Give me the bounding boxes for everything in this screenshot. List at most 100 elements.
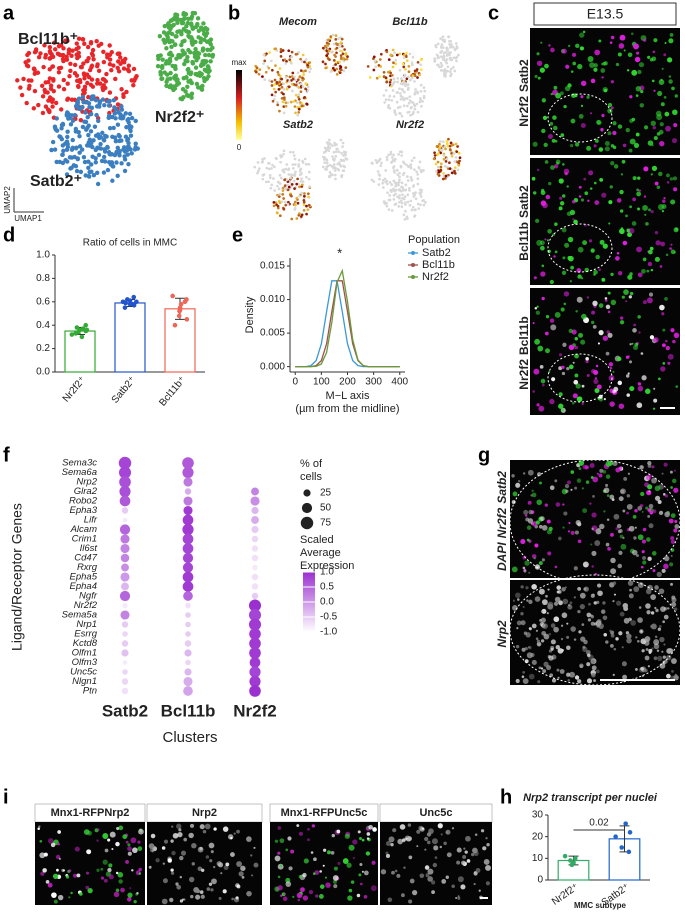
cell — [587, 200, 589, 202]
umap-dot — [190, 25, 194, 29]
cell — [635, 636, 637, 638]
cell — [191, 843, 196, 848]
cell — [660, 265, 663, 268]
umap-dot — [284, 168, 287, 171]
umap-dot — [196, 72, 200, 76]
cell — [533, 191, 536, 194]
umap-dot — [46, 98, 50, 102]
cell — [673, 529, 677, 533]
umap-dot — [456, 145, 459, 148]
umap-dot — [393, 198, 396, 201]
umap-dot — [322, 166, 325, 169]
umap-dot — [413, 156, 416, 159]
cell — [206, 855, 210, 859]
umap-dot — [400, 154, 403, 157]
umap-dot — [332, 67, 335, 70]
cell — [96, 839, 98, 841]
umap-dot — [173, 42, 177, 46]
umap-dot — [117, 69, 121, 73]
cell — [535, 75, 538, 78]
cell — [402, 839, 406, 843]
cell — [655, 182, 659, 186]
umap-dot — [291, 183, 294, 186]
umap-dot — [420, 58, 423, 61]
cell — [48, 883, 53, 888]
cell — [606, 352, 610, 356]
umap-dot — [418, 192, 421, 195]
umap-dot — [285, 101, 288, 104]
cell — [309, 890, 313, 894]
umap-dot — [288, 58, 291, 61]
cell — [554, 602, 558, 606]
data-point — [173, 323, 178, 328]
umap-dot — [273, 189, 276, 192]
umap-dot — [342, 165, 345, 168]
umap-dot — [38, 51, 42, 55]
cell — [547, 239, 549, 241]
cell — [440, 846, 442, 848]
umap-dot — [338, 161, 341, 164]
cell — [557, 591, 560, 594]
umap-dot — [298, 93, 301, 96]
umap-dot — [340, 41, 343, 44]
umap-dot — [417, 111, 420, 114]
cell — [183, 838, 187, 842]
cell — [655, 609, 658, 612]
dot — [120, 610, 129, 619]
umap-dot — [328, 138, 331, 141]
umap-dot — [422, 199, 425, 202]
cell — [664, 297, 668, 301]
cell — [427, 869, 433, 875]
umap-dot — [383, 75, 386, 78]
cell — [629, 228, 635, 234]
cell — [39, 852, 45, 858]
umap-dot — [202, 38, 206, 42]
umap-dot — [396, 169, 399, 172]
cell — [660, 606, 666, 612]
dot — [121, 554, 130, 563]
cell — [619, 529, 623, 533]
cell — [536, 240, 542, 246]
cell — [597, 473, 599, 475]
umap-dot — [180, 40, 184, 44]
cell — [522, 675, 525, 678]
umap-dot — [421, 100, 424, 103]
umap-dot — [414, 74, 417, 77]
cell — [566, 623, 568, 625]
umap-dot — [448, 54, 451, 57]
cell — [577, 610, 580, 613]
cell — [656, 240, 661, 245]
cell — [537, 61, 542, 66]
umap-dot — [93, 124, 97, 128]
cell — [577, 587, 581, 591]
umap-dot — [82, 91, 86, 95]
umap-dot — [61, 122, 65, 126]
umap-dot — [89, 83, 93, 87]
cell — [231, 898, 234, 901]
umap-dot — [294, 171, 297, 174]
cell — [616, 601, 621, 606]
umap-dot — [391, 74, 394, 77]
umap-dot — [48, 49, 52, 53]
cell — [513, 600, 515, 602]
cell — [648, 490, 650, 492]
umap-dot — [90, 106, 94, 110]
umap-dot — [78, 78, 82, 82]
cell — [556, 502, 561, 507]
cell — [516, 679, 520, 683]
cell — [520, 539, 525, 544]
cell — [663, 564, 668, 569]
cell — [651, 210, 654, 213]
umap-dot — [408, 102, 411, 105]
umap-dot — [102, 60, 106, 64]
cell — [568, 530, 570, 532]
umap-dot — [134, 74, 138, 78]
umap-dot — [65, 148, 69, 152]
umap-dot — [57, 70, 61, 74]
umap-dot — [166, 23, 170, 27]
cell — [622, 537, 624, 539]
cell — [133, 900, 136, 903]
umap-dot — [289, 177, 292, 180]
umap-dot — [273, 204, 276, 207]
cell — [523, 606, 525, 608]
